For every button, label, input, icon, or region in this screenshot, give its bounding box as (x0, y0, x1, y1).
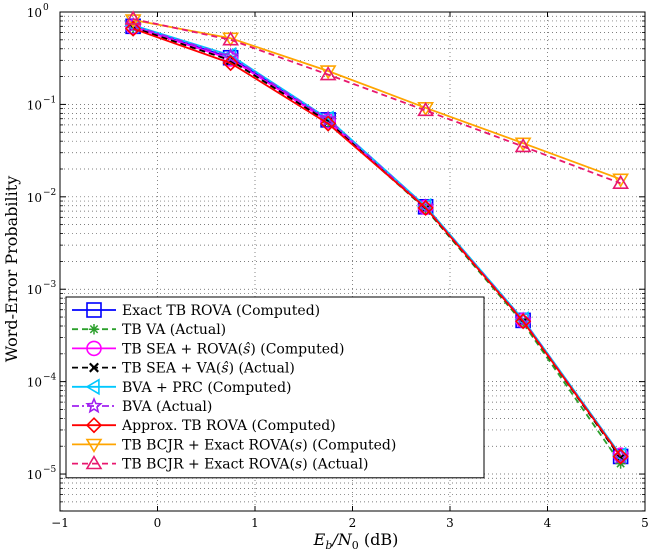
data-point (417, 101, 435, 117)
legend-marker (86, 302, 102, 318)
data-point (222, 47, 240, 64)
legend-entry-7: TB BCJR + Exact ROVA(s) (Computed) (72, 437, 396, 453)
x-tick-label: 4 (544, 516, 552, 530)
legend-box (65, 296, 485, 479)
y-tick-label: 10 (27, 283, 42, 297)
series-7 (124, 14, 630, 188)
data-point (222, 54, 239, 72)
y-tick-label: 10 (27, 191, 42, 205)
y-tick-label: 10 (27, 98, 42, 112)
legend-entry-0: Exact TB ROVA (Computed) (72, 302, 320, 319)
series-line-6 (132, 27, 622, 457)
y-tick-exponent: 0 (43, 3, 49, 13)
legend-label: BVA (Actual) (122, 399, 212, 415)
data-point (612, 173, 630, 188)
legend-label: TB SEA + ROVA(ŝ) (Computed) (122, 341, 344, 357)
data-point (319, 66, 337, 81)
legend-marker (89, 362, 99, 373)
y-tick-label: 10 (27, 468, 42, 482)
data-point (612, 448, 629, 465)
data-point (222, 31, 240, 46)
x-tick-label: 3 (446, 516, 454, 530)
x-tick-label: 2 (349, 516, 357, 530)
series-line-7 (132, 19, 621, 181)
data-point (514, 311, 532, 328)
y-tick-label: 10 (27, 376, 42, 390)
series-8 (124, 10, 630, 190)
data-point (319, 110, 337, 127)
legend-entry-3: TB SEA + VA(ŝ) (Actual) (72, 361, 295, 377)
data-point (417, 199, 434, 216)
y-tick-exponent: −5 (43, 465, 57, 475)
series-6 (124, 20, 629, 465)
legend-entry-6: Approx. TB ROVA (Computed) (72, 417, 336, 434)
x-tick-label: 0 (154, 516, 162, 530)
y-tick-exponent: −2 (43, 188, 56, 198)
y-tick-exponent: −3 (43, 280, 57, 290)
data-point (514, 313, 532, 330)
legend-label: Exact TB ROVA (Computed) (122, 303, 320, 319)
y-tick-label: 10 (27, 6, 42, 20)
y-tick-exponent: −4 (43, 373, 57, 383)
series-layer (124, 10, 630, 469)
legend-marker (85, 417, 103, 434)
legend-marker (86, 340, 102, 357)
y-axis-label: Word-Error Probability (2, 176, 21, 363)
legend-label: BVA + PRC (Computed) (122, 380, 292, 396)
legend-entry-1: TB VA (Actual) (72, 322, 226, 338)
legend-entry-2: TB SEA + ROVA(ŝ) (Computed) (72, 340, 344, 357)
legend: Exact TB ROVA (Computed) TB VA (Actual) TB… (65, 296, 485, 479)
data-point (124, 10, 142, 25)
x-tick-label: 1 (251, 516, 259, 530)
legend-label: TB BCJR + Exact ROVA(s) (Actual) (122, 457, 368, 473)
legend-marker (85, 378, 100, 396)
legend-label: Approx. TB ROVA (Computed) (121, 418, 336, 434)
x-tick-label: −1 (51, 516, 69, 530)
legend-entry-5: BVA (Actual) (72, 396, 212, 415)
legend-marker (85, 396, 103, 414)
legend-marker (88, 323, 100, 335)
legend-entry-4: BVA + PRC (Computed) (72, 378, 292, 396)
x-tick-label: 5 (641, 516, 649, 530)
data-point (124, 14, 142, 29)
data-point (319, 115, 337, 132)
data-point (124, 20, 142, 37)
legend-marker (85, 455, 103, 470)
legend-label: TB BCJR + Exact ROVA(s) (Computed) (122, 437, 396, 453)
legend-label: TB SEA + VA(ŝ) (Actual) (122, 361, 295, 377)
data-point (514, 137, 532, 153)
legend-entry-8: TB BCJR + Exact ROVA(s) (Actual) (72, 455, 368, 473)
x-axis-label: Eb/N0 (dB) (313, 530, 399, 552)
data-point (612, 174, 630, 190)
legend-marker (85, 438, 103, 453)
legend-label: TB VA (Actual) (122, 322, 226, 338)
series-line-8 (132, 18, 621, 185)
y-tick-exponent: −1 (43, 95, 56, 105)
